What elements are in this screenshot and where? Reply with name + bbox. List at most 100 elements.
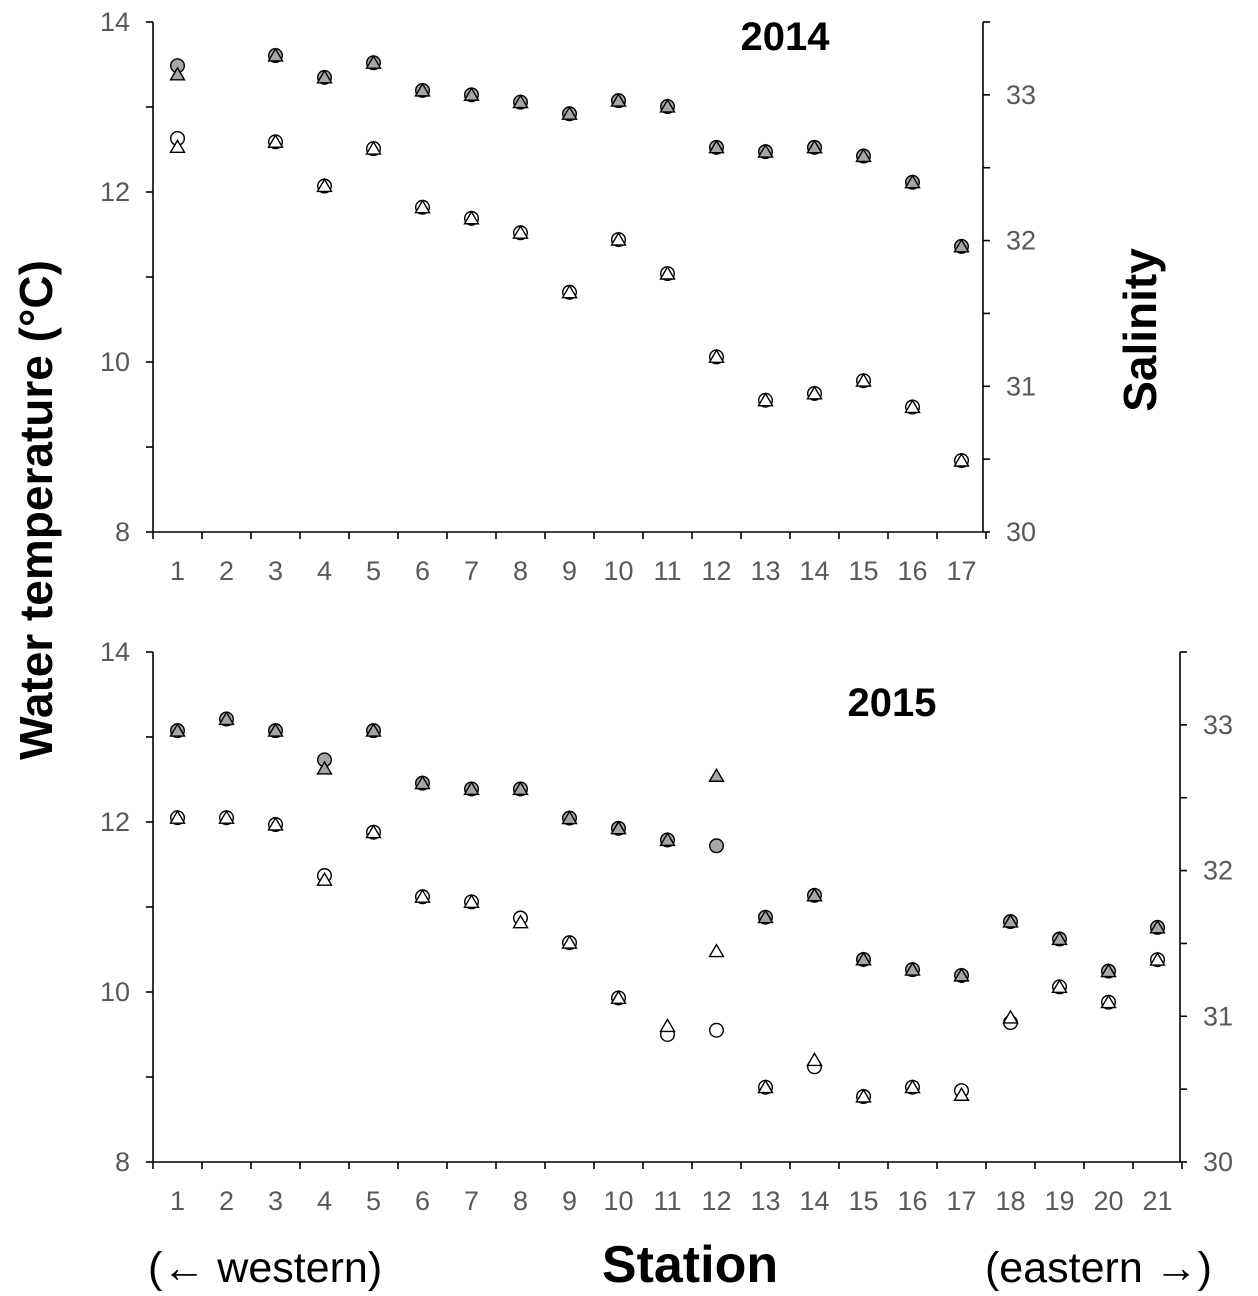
temperature-triangle-point-2014 — [757, 392, 774, 407]
temperature-triangle-point-2015 — [1100, 994, 1117, 1009]
temperature-triangle-point-2014 — [267, 133, 284, 148]
x-tick-label-2015: 10 — [603, 1186, 633, 1216]
salinity-triangle-point-2014 — [610, 92, 627, 107]
x-tick-label-2015: 12 — [701, 1186, 731, 1216]
salinity-triangle-point-2014 — [708, 139, 725, 154]
y2-tick-label-2015: 30 — [1203, 1147, 1233, 1177]
temperature-triangle-point-2015 — [414, 888, 431, 903]
temperature-triangle-point-2015 — [659, 1018, 676, 1033]
salinity-triangle-point-2015 — [1149, 919, 1166, 934]
salinity-triangle-point-2015 — [659, 831, 676, 847]
salinity-triangle-point-2015 — [414, 775, 431, 790]
x-tick-label-2015: 1 — [170, 1186, 185, 1216]
y-tick-label-2015: 12 — [100, 807, 130, 837]
x-tick-label-2015: 4 — [317, 1186, 332, 1216]
salinity-triangle-point-2015 — [1051, 931, 1068, 946]
temperature-triangle-point-2014 — [806, 385, 823, 400]
x-tick-label-2015: 21 — [1142, 1186, 1172, 1216]
temperature-triangle-point-2015 — [316, 871, 333, 886]
temperature-triangle-point-2015 — [855, 1088, 872, 1103]
x-tick-label-2015: 11 — [653, 1186, 681, 1216]
salinity-triangle-point-2015 — [708, 767, 725, 782]
x-tick-label-2015: 8 — [513, 1186, 528, 1216]
x-tick-label-2015: 2 — [219, 1186, 234, 1216]
x-tick-label-2014: 5 — [366, 556, 381, 586]
x-tick-label-2015: 14 — [799, 1186, 829, 1216]
temperature-triangle-point-2015 — [1051, 978, 1068, 993]
western-direction-label: (← western) — [148, 1244, 382, 1292]
temperature-triangle-point-2014 — [855, 372, 872, 387]
temperature-triangle-point-2014 — [414, 199, 431, 214]
x-tick-label-2014: 12 — [701, 556, 731, 586]
x-tick-label-2014: 10 — [603, 556, 633, 586]
temperature-triangle-point-2015 — [806, 1052, 823, 1067]
temperature-triangle-point-2015 — [512, 914, 529, 929]
salinity-triangle-point-2015 — [218, 711, 235, 726]
y-tick-label-2015: 14 — [100, 637, 130, 667]
x-tick-label-2015: 19 — [1044, 1186, 1074, 1216]
x-tick-label-2015: 16 — [897, 1186, 927, 1216]
salinity-triangle-point-2014 — [365, 54, 382, 69]
x-tick-label-2014: 15 — [848, 556, 878, 586]
y-tick-label-2014: 14 — [100, 7, 130, 37]
x-tick-label-2015: 5 — [366, 1186, 381, 1216]
salinity-triangle-point-2015 — [365, 722, 382, 737]
salinity-triangle-point-2015 — [463, 780, 480, 796]
x-tick-label-2014: 11 — [653, 556, 681, 586]
x-tick-label-2015: 7 — [464, 1186, 479, 1216]
y-tick-label-2014: 12 — [100, 177, 130, 207]
y-tick-label-2014: 10 — [100, 347, 130, 377]
temperature-triangle-point-2015 — [708, 943, 725, 958]
x-tick-label-2015: 3 — [268, 1186, 283, 1216]
x-tick-label-2014: 7 — [464, 556, 479, 586]
salinity-triangle-point-2014 — [806, 139, 823, 154]
x-tick-label-2014: 4 — [317, 556, 332, 586]
x-tick-label-2015: 18 — [995, 1186, 1025, 1216]
y2-tick-label-2014: 32 — [1006, 226, 1036, 256]
x-tick-label-2014: 2 — [219, 556, 234, 586]
temperature-triangle-point-2015 — [904, 1079, 921, 1094]
x-tick-label-2014: 16 — [897, 556, 927, 586]
salinity-triangle-point-2015 — [561, 810, 578, 825]
x-tick-label-2014: 3 — [268, 556, 283, 586]
temperature-triangle-point-2014 — [708, 348, 725, 363]
x-tick-label-2014: 17 — [946, 556, 976, 586]
temperature-triangle-point-2014 — [953, 452, 970, 467]
x-tick-label-2015: 20 — [1093, 1186, 1123, 1216]
temperature-triangle-point-2014 — [512, 224, 529, 239]
x-tick-label-2015: 17 — [946, 1186, 976, 1216]
y2-tick-label-2015: 33 — [1203, 710, 1233, 740]
y2-tick-label-2014: 30 — [1006, 517, 1036, 547]
y2-tick-label-2014: 33 — [1006, 80, 1036, 110]
salinity-triangle-point-2014 — [757, 143, 774, 158]
x-tick-label-2014: 8 — [513, 556, 528, 586]
temperature-triangle-point-2015 — [757, 1079, 774, 1094]
salinity-triangle-point-2014 — [953, 238, 970, 253]
salinity-triangle-point-2015 — [316, 760, 333, 775]
salinity-triangle-point-2014 — [904, 174, 921, 189]
salinity-triangle-point-2015 — [1002, 913, 1019, 928]
temperature-triangle-point-2015 — [953, 1086, 970, 1101]
salinity-circle-point-2015 — [709, 838, 725, 854]
temperature-triangle-point-2014 — [169, 138, 186, 154]
salinity-triangle-point-2014 — [659, 98, 676, 113]
salinity-triangle-point-2015 — [267, 722, 284, 737]
salinity-triangle-point-2015 — [904, 961, 921, 976]
salinity-triangle-point-2015 — [169, 722, 186, 737]
temperature-triangle-point-2014 — [659, 265, 676, 280]
x-tick-label-2014: 6 — [415, 556, 430, 586]
temperature-triangle-point-2015 — [610, 989, 627, 1005]
salinity-triangle-point-2015 — [855, 951, 872, 966]
temperature-triangle-point-2015 — [1002, 1009, 1019, 1024]
x-tick-label-2015: 15 — [848, 1186, 878, 1216]
salinity-triangle-point-2015 — [953, 967, 970, 982]
salinity-triangle-point-2015 — [1100, 963, 1117, 978]
temperature-triangle-point-2015 — [463, 893, 480, 908]
x-tick-label-2015: 9 — [562, 1186, 577, 1216]
salinity-triangle-point-2015 — [757, 909, 774, 924]
x-tick-label-2015: 6 — [415, 1186, 430, 1216]
y-tick-label-2014: 8 — [115, 517, 130, 547]
temperature-circle-point-2015 — [709, 1022, 725, 1038]
